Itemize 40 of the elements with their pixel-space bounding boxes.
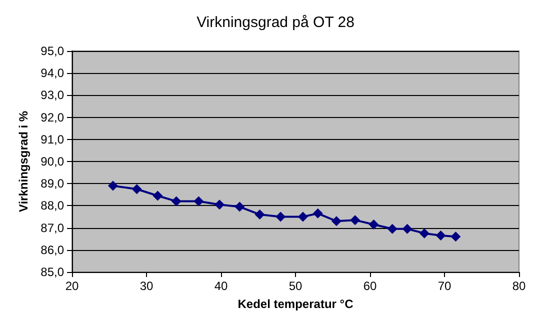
point — [276, 212, 286, 222]
y-tick-label: 94,0 — [40, 66, 64, 80]
y-tick-label: 93,0 — [40, 88, 64, 102]
y-tick-label: 90,0 — [40, 154, 64, 168]
x-tick-label: 30 — [140, 279, 154, 293]
point — [171, 196, 182, 206]
y-tick-label: 91,0 — [40, 132, 64, 146]
point — [254, 210, 265, 220]
point — [419, 228, 430, 238]
point — [368, 219, 379, 230]
y-tick-label: 87,0 — [40, 220, 64, 235]
y-axis-title: Virkningsgrad i % — [16, 110, 31, 212]
point — [194, 196, 204, 206]
y-tick-label: 95,0 — [40, 44, 64, 58]
point — [234, 202, 245, 212]
point — [312, 208, 323, 218]
x-axis-title: Kedel temperatur °C — [238, 297, 354, 311]
point — [350, 215, 360, 226]
x-tick-label: 50 — [288, 279, 302, 293]
chart-title: Virkningsgrad på OT 28 — [196, 14, 354, 31]
point — [298, 212, 308, 222]
point — [152, 190, 163, 201]
x-tick-label: 70 — [438, 279, 452, 293]
y-tick-label: 85,0 — [40, 265, 64, 279]
x-tick-label: 20 — [65, 279, 79, 293]
point — [402, 224, 412, 234]
y-tick-label: 92,0 — [40, 110, 64, 124]
point — [450, 232, 461, 242]
point — [108, 180, 118, 191]
point — [436, 230, 446, 241]
x-tick-label: 80 — [512, 279, 526, 293]
y-tick-label: 86,0 — [40, 242, 64, 257]
y-tick-label: 88,0 — [40, 198, 64, 213]
x-tick-label: 40 — [214, 279, 228, 293]
y-tick-label: 89,0 — [40, 176, 64, 191]
point — [331, 216, 342, 226]
point — [132, 184, 142, 194]
x-tick-label: 60 — [363, 279, 377, 293]
point — [387, 224, 398, 234]
point — [214, 200, 225, 210]
